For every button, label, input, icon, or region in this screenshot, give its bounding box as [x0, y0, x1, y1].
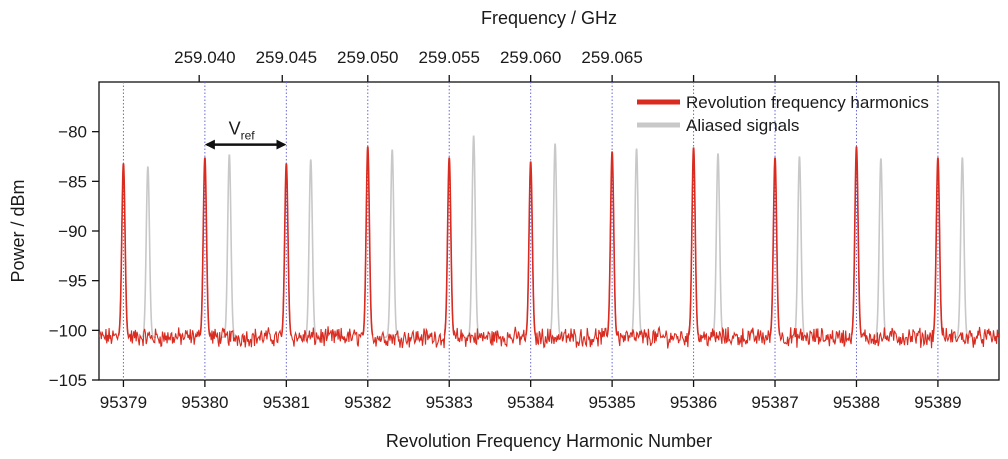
- top-tick-label: 259.040: [174, 48, 235, 67]
- x-axis: 95379 95380 95381 95382 95383 95384 95385 95386…: [100, 380, 962, 412]
- harmonic-peak: [117, 163, 130, 336]
- gridlines: [122, 82, 939, 380]
- aliased-peak: [628, 148, 645, 339]
- x-tick-label: 95381: [263, 393, 310, 412]
- aliased-peak: [546, 143, 564, 339]
- aliased-peak: [465, 135, 482, 339]
- x-tick-label: 95387: [751, 393, 798, 412]
- aliased-peak: [954, 157, 971, 339]
- aliased-peak: [872, 158, 890, 339]
- aliased-peak: [302, 159, 319, 339]
- y-tick-label: −80: [58, 123, 87, 142]
- top-tick-label: 259.055: [418, 48, 479, 67]
- x-tick-label: 95379: [100, 393, 147, 412]
- harmonic-peak: [850, 146, 863, 336]
- series-group: [99, 135, 999, 349]
- y-tick-label: −90: [58, 222, 87, 241]
- x-tick-label: 95384: [507, 393, 554, 412]
- aliased-peak: [139, 166, 157, 339]
- x-tick-label: 95382: [344, 393, 391, 412]
- x-tick-label: 95380: [181, 393, 228, 412]
- x-tick-label: 95385: [588, 393, 635, 412]
- harmonic-peak: [687, 147, 700, 336]
- harmonic-peak: [443, 157, 455, 336]
- x-tick-label: 95389: [914, 393, 961, 412]
- y-axis-title: Power / dBm: [8, 179, 28, 282]
- harmonic-peak: [199, 157, 211, 336]
- harmonic-peak: [932, 157, 944, 336]
- legend-label-harmonics: Revolution frequency harmonics: [686, 93, 929, 112]
- y-axis: −105 −100 −95 −90 −85 −80: [49, 123, 99, 390]
- aliased-peak: [384, 149, 401, 339]
- legend: Revolution frequency harmonics Aliased s…: [637, 93, 929, 135]
- aliased-peak: [791, 156, 808, 339]
- aliased-peak: [709, 153, 727, 339]
- top-tick-label: 259.050: [337, 48, 398, 67]
- top-axis-title: Frequency / GHz: [481, 8, 617, 28]
- vref-label: Vref: [229, 119, 256, 143]
- top-axis-ticks: [198, 75, 939, 82]
- harmonics-trace: [99, 146, 999, 349]
- legend-label-aliased: Aliased signals: [686, 116, 799, 135]
- harmonic-peak: [280, 163, 292, 336]
- top-tick-label: 259.045: [256, 48, 317, 67]
- y-tick-label: −85: [58, 172, 87, 191]
- x-tick-label: 95383: [426, 393, 473, 412]
- y-tick-label: −95: [58, 272, 87, 291]
- x-tick-label: 95388: [833, 393, 880, 412]
- top-tick-label: 259.060: [500, 48, 561, 67]
- aliased-peak: [221, 154, 238, 339]
- harmonic-peak: [525, 161, 537, 336]
- harmonic-peak: [769, 157, 781, 336]
- x-axis-title: Revolution Frequency Harmonic Number: [386, 431, 712, 451]
- vref-annotation: Vref: [204, 119, 287, 150]
- top-tick-label: 259.065: [581, 48, 642, 67]
- harmonic-peak: [362, 146, 374, 336]
- harmonic-peak: [606, 151, 618, 336]
- y-tick-label: −100: [49, 321, 87, 340]
- y-tick-label: −105: [49, 371, 87, 390]
- x-tick-label: 95386: [670, 393, 717, 412]
- top-axis-labels: 259.040 259.045 259.050 259.055 259.060 259.0…: [174, 48, 643, 67]
